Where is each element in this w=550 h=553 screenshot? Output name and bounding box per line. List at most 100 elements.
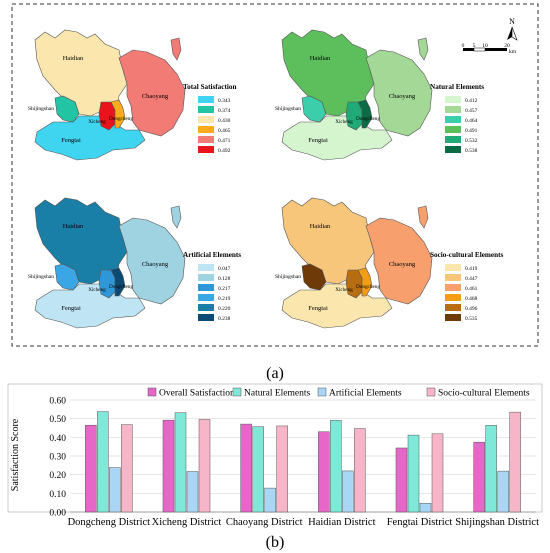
- legend-swatch: [198, 126, 214, 133]
- district-label-dongcheng: Dongcheng: [109, 284, 133, 290]
- x-tick-label: Haidian District: [308, 517, 375, 528]
- map-2: Haidian Chaoyang Shijingshan Fengtai Xicheng…: [275, 29, 484, 161]
- legend-label: 0.430: [218, 118, 231, 124]
- y-axis: 0.00 0.10 0.20 0.30 0.40 0.50 0.60: [49, 397, 536, 519]
- legend-title: Artificial Elements: [183, 251, 241, 259]
- legend-label: 0.412: [465, 98, 478, 104]
- legend-label: Natural Elements: [244, 389, 311, 399]
- y-axis-title: Satisfaction Score: [10, 418, 21, 491]
- legend-swatch: [198, 106, 214, 113]
- legend-swatch: [198, 264, 214, 271]
- north-arrow: N: [507, 17, 518, 41]
- legend-swatch: [445, 146, 461, 153]
- district-label-haidian: Haidian: [63, 223, 84, 230]
- y-tick-label: 0.40: [49, 434, 66, 444]
- bar: [342, 470, 354, 513]
- bar: [186, 471, 199, 513]
- legend-label: 0.535: [465, 316, 478, 322]
- legend-label: 0.461: [465, 286, 478, 292]
- legend-swatch: [198, 284, 214, 291]
- legend-label: 0.047: [218, 266, 231, 272]
- x-tick-label: Shijingshan District: [455, 517, 539, 528]
- legend-label: 0.220: [218, 306, 231, 312]
- bar: [407, 434, 420, 513]
- legend-label: 0.465: [218, 128, 231, 134]
- y-tick-label: 0.30: [49, 453, 66, 463]
- legend-label: Artificial Elements: [329, 388, 402, 399]
- district-label-fengtai: Fengtai: [61, 305, 81, 312]
- bar: [97, 411, 109, 513]
- scale-unit: km: [509, 49, 517, 55]
- district-label-haidian: Haidian: [310, 55, 331, 62]
- legend-label: 0.468: [465, 296, 478, 302]
- legend-label: 0.419: [465, 266, 478, 272]
- x-tick-label: Xicheng District: [152, 517, 222, 528]
- district-haidian: [281, 197, 375, 285]
- district-label-shijingshan: Shijingshan: [28, 106, 54, 112]
- legend-swatch: [147, 387, 157, 397]
- y-tick-label: 0.50: [49, 415, 66, 425]
- bar: [419, 502, 432, 513]
- district-label-shijingshan: Shijingshan: [275, 274, 301, 280]
- legend-swatch: [198, 136, 214, 143]
- legend-swatch: [445, 264, 461, 271]
- legend-label: 0.374: [218, 108, 231, 114]
- north-label: N: [509, 17, 515, 26]
- legend-label: 0.217: [218, 286, 231, 292]
- legend-label: 0.464: [465, 118, 478, 124]
- bar: [318, 431, 330, 513]
- district-label-xicheng: Xicheng: [88, 287, 106, 293]
- bar: [330, 420, 342, 513]
- legend-label: Overall Satisfaction: [159, 388, 235, 399]
- legend-swatch: [445, 284, 461, 291]
- district-chaoyang: [118, 217, 186, 305]
- district-label-xicheng: Xicheng: [335, 287, 353, 293]
- legend-title: Total Satisfaction: [183, 83, 236, 91]
- district-chaoyang: [365, 217, 433, 305]
- district-haidian: [34, 29, 128, 117]
- legend-swatch: [198, 96, 214, 103]
- bar: [473, 441, 485, 513]
- legend-swatch: [198, 116, 214, 123]
- legend-swatch: [426, 387, 436, 397]
- bar: [276, 425, 288, 513]
- district-shijingshan: [301, 95, 327, 123]
- district-chaoyang-exclave: [170, 205, 182, 229]
- legend-label: 0.343: [218, 98, 231, 104]
- district-label-dongcheng: Dongcheng: [109, 116, 133, 122]
- y-tick-label: 0.60: [49, 397, 66, 407]
- bar: [395, 447, 408, 513]
- legend-swatch: [445, 294, 461, 301]
- district-shijingshan: [301, 263, 327, 291]
- legend-label: 0.219: [218, 296, 231, 302]
- legend-swatch: [198, 304, 214, 311]
- bar: [497, 470, 509, 513]
- legend-swatch: [198, 294, 214, 301]
- bar: [85, 424, 97, 513]
- district-label-xicheng: Xicheng: [88, 119, 106, 125]
- district-label-haidian: Haidian: [63, 55, 84, 62]
- district-chaoyang: [365, 49, 433, 137]
- legend-swatch: [445, 136, 461, 143]
- scale-tick-10: 10: [482, 43, 488, 49]
- district-label-xicheng: Xicheng: [335, 119, 353, 125]
- legend-title: Socio-cultural Elements: [430, 251, 503, 259]
- legend-label: 0.471: [218, 138, 231, 144]
- bar: [162, 419, 175, 513]
- map-1: Haidian Chaoyang Shijingshan Fengtai Xicheng…: [28, 29, 236, 161]
- legend-label: 0.128: [218, 276, 231, 282]
- legend-swatch: [198, 146, 214, 153]
- panel-b-label: (b): [266, 534, 285, 551]
- district-chaoyang-exclave: [170, 37, 182, 61]
- district-label-dongcheng: Dongcheng: [356, 116, 380, 122]
- bar: [109, 467, 121, 513]
- scale-tick-5: 5: [473, 43, 476, 49]
- district-label-chaoyang: Chaoyang: [142, 93, 169, 100]
- legend-swatch: [445, 126, 461, 133]
- legend-swatch: [317, 387, 327, 397]
- district-shijingshan: [54, 263, 80, 291]
- y-tick-label: 0.20: [49, 471, 66, 481]
- x-axis: Dongcheng District Xicheng District Chaoya…: [68, 517, 540, 528]
- district-shijingshan: [54, 95, 80, 123]
